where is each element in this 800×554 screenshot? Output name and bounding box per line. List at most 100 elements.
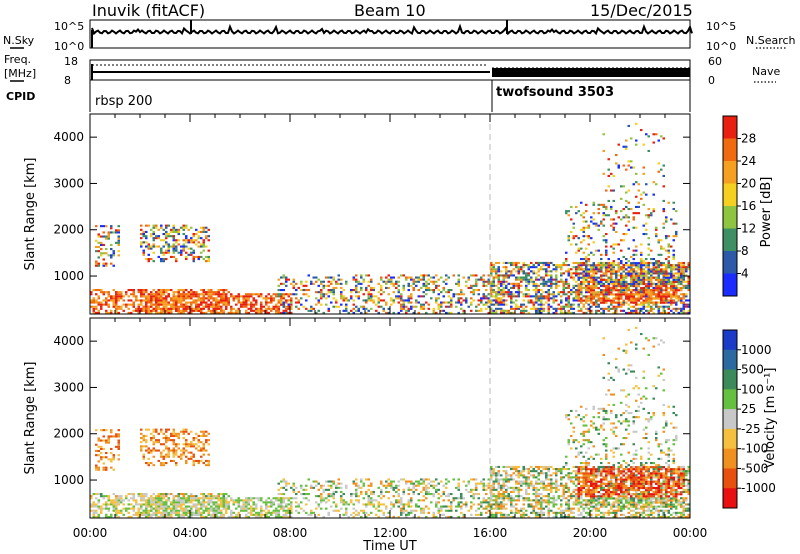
power-cell (615, 283, 618, 286)
velocity-cell (250, 505, 253, 508)
velocity-cell (105, 441, 108, 444)
power-cell (190, 241, 193, 244)
velocity-cell (95, 511, 98, 514)
power-cell (590, 311, 593, 314)
power-cell (600, 293, 603, 296)
velocity-cell (242, 503, 245, 506)
power-cell (145, 237, 148, 240)
power-cell (470, 284, 473, 287)
power-cell (640, 297, 643, 300)
power-cell (687, 299, 690, 302)
power-cell (205, 235, 208, 238)
power-cell (657, 260, 660, 263)
power-cell (612, 301, 615, 304)
power-cell (162, 289, 165, 292)
power-cell (685, 280, 688, 283)
power-cell (330, 282, 333, 285)
power-cell (155, 299, 158, 302)
power-cell (142, 309, 145, 312)
power-cell (282, 309, 285, 312)
velocity-cell (157, 495, 160, 498)
power-cell (355, 284, 358, 287)
power-cell (570, 276, 573, 279)
power-cell (555, 268, 558, 271)
power-cell (152, 289, 155, 292)
power-cell (392, 291, 395, 294)
power-cell (635, 285, 638, 288)
power-cell (150, 303, 153, 306)
power-cell (620, 283, 623, 286)
power-cell (657, 270, 660, 273)
velocity-cell (207, 513, 210, 516)
power-cell (197, 245, 200, 248)
power-cell (687, 309, 690, 312)
velocity-cell (137, 509, 140, 512)
power-cell (567, 270, 570, 273)
power-cell (617, 268, 620, 271)
power-cell (100, 254, 103, 257)
power-cell (200, 301, 203, 304)
velocity-cell (165, 493, 168, 496)
power-cell (607, 278, 610, 281)
velocity-cell (152, 441, 155, 444)
power-cell (647, 272, 650, 275)
power-cell (427, 289, 430, 292)
velocity-cell (282, 478, 285, 481)
velocity-cell (267, 505, 270, 508)
power-cell (680, 274, 683, 277)
power-cell (457, 301, 460, 304)
velocity-cell (160, 511, 163, 514)
power-cell (662, 185, 665, 188)
velocity-cell (387, 484, 390, 487)
power-cell (267, 297, 270, 300)
power-cell (172, 303, 175, 306)
power-cell (597, 309, 600, 312)
velocity-cell (182, 507, 185, 510)
power-cell (295, 297, 298, 300)
velocity-cell (180, 499, 183, 502)
power-cell (132, 295, 135, 298)
velocity-cell (112, 456, 115, 459)
power-cell (177, 228, 180, 231)
velocity-cell (175, 499, 178, 502)
power-cell (582, 268, 585, 271)
power-cell (217, 289, 220, 292)
velocity-cell (145, 434, 148, 437)
velocity-cell (215, 495, 218, 498)
power-cell (677, 283, 680, 286)
velocity-cell (150, 439, 153, 442)
power-cell (632, 258, 635, 261)
power-cell (537, 284, 540, 287)
y-tick-label: 4000 (53, 130, 84, 144)
power-cell (687, 305, 690, 308)
power-cell (445, 305, 448, 308)
velocity-cell (117, 458, 120, 461)
power-cell (530, 299, 533, 302)
power-cell (500, 299, 503, 302)
power-cell (400, 297, 403, 300)
power-cell (615, 243, 618, 246)
velocity-cell (175, 509, 178, 512)
power-cell (617, 274, 620, 277)
power-cell (662, 222, 665, 225)
power-cell (392, 311, 395, 314)
power-cell (152, 251, 155, 254)
velocity-cell (107, 458, 110, 461)
velocity-cell (195, 447, 198, 450)
power-cell (105, 237, 108, 240)
power-cell (415, 299, 418, 302)
velocity-cell (177, 493, 180, 496)
power-cell (517, 291, 520, 294)
power-cell (165, 291, 168, 294)
power-cell (645, 183, 648, 186)
power-cell (532, 270, 535, 273)
velocity-cell (200, 501, 203, 504)
velocity-cell (230, 509, 233, 512)
power-cell (555, 299, 558, 302)
power-cell (110, 231, 113, 234)
power-cell (315, 311, 318, 314)
power-cell (585, 301, 588, 304)
power-cell (527, 266, 530, 269)
power-cell (282, 301, 285, 304)
